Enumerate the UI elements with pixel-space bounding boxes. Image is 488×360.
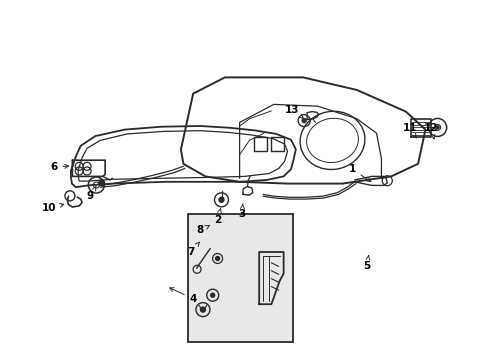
Circle shape (215, 256, 219, 261)
Text: 4: 4 (169, 288, 197, 304)
Circle shape (302, 118, 305, 123)
Text: 5: 5 (363, 256, 369, 271)
Text: 8: 8 (197, 225, 209, 235)
Bar (188, 214, 293, 342)
Text: 10: 10 (41, 203, 63, 213)
Circle shape (219, 197, 224, 202)
Text: 12: 12 (423, 123, 438, 139)
Text: 3: 3 (238, 204, 245, 219)
Text: 1: 1 (348, 164, 370, 181)
Text: 2: 2 (214, 209, 221, 225)
Circle shape (435, 126, 438, 129)
Circle shape (200, 307, 205, 312)
Text: 6: 6 (50, 162, 68, 172)
Circle shape (99, 180, 104, 186)
Text: 13: 13 (285, 105, 303, 118)
Text: 11: 11 (402, 123, 416, 138)
Text: 9: 9 (87, 186, 96, 201)
Text: 7: 7 (186, 242, 199, 257)
Circle shape (210, 293, 214, 297)
